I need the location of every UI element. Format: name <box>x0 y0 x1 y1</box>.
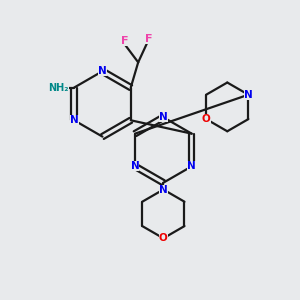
Text: NH₂: NH₂ <box>48 82 69 93</box>
Text: N: N <box>159 184 168 194</box>
Text: N: N <box>98 66 107 76</box>
Text: F: F <box>145 34 152 44</box>
Text: N: N <box>159 112 168 122</box>
Text: F: F <box>121 36 129 46</box>
Text: N: N <box>131 161 140 171</box>
Text: N: N <box>244 90 253 100</box>
Text: O: O <box>202 114 211 124</box>
Text: N: N <box>187 161 196 171</box>
Text: N: N <box>70 115 79 125</box>
Text: O: O <box>159 233 168 243</box>
